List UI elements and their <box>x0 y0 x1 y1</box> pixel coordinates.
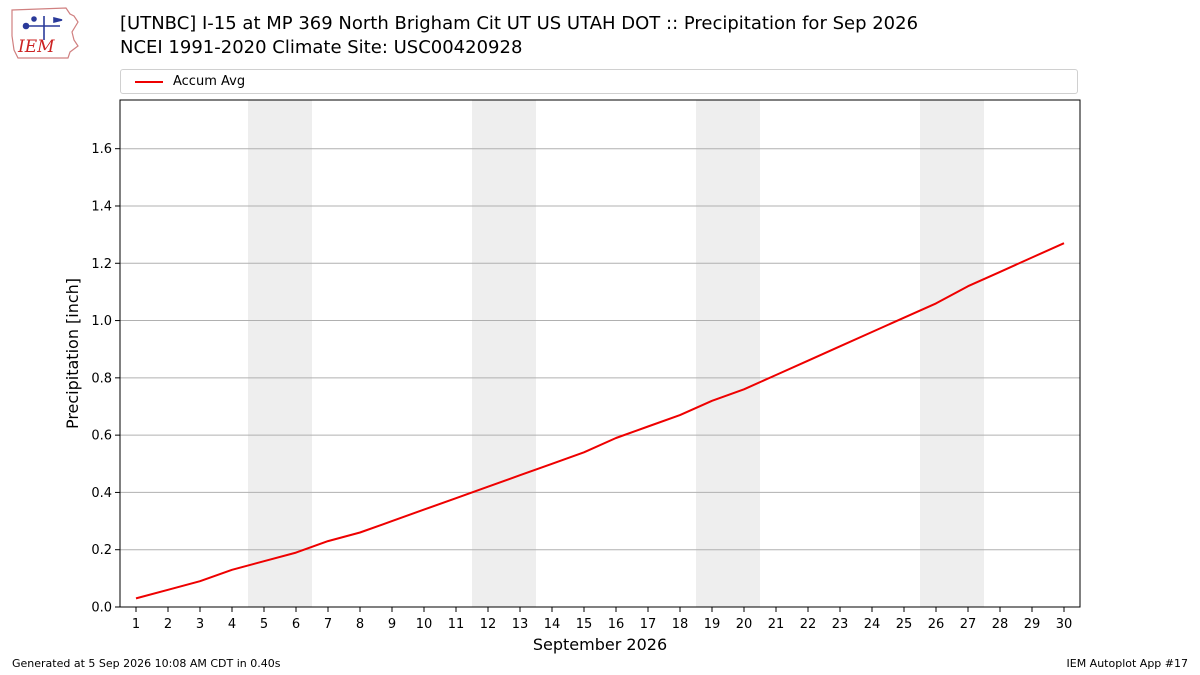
series-line-accum-avg <box>135 242 1065 600</box>
y-tick-label: 1.2 <box>91 257 112 272</box>
weekend-band-1 <box>248 100 312 607</box>
x-tick-label: 28 <box>992 617 1009 632</box>
x-tick-label: 25 <box>896 617 913 632</box>
iem-logo: IEM <box>11 7 79 59</box>
x-tick-label: 27 <box>960 617 977 632</box>
chart-title: [UTNBC] I-15 at MP 369 North Brigham Cit… <box>120 13 919 34</box>
legend-swatch-accum-avg <box>135 81 163 83</box>
series-layer <box>135 242 1065 600</box>
weekend-bands <box>248 100 984 607</box>
x-tick-label: 21 <box>768 617 785 632</box>
y-tick-label: 0.4 <box>91 486 112 501</box>
x-tick-label: 6 <box>292 617 300 632</box>
x-tick-label: 26 <box>928 617 945 632</box>
y-tick-label: 1.0 <box>91 314 112 329</box>
x-tick-label: 16 <box>608 617 625 632</box>
y-tick-label: 1.4 <box>91 199 112 214</box>
y-tick-label: 0.6 <box>91 429 112 444</box>
x-tick-label: 12 <box>480 617 497 632</box>
legend-label-accum-avg: Accum Avg <box>173 74 246 89</box>
x-tick-label: 7 <box>324 617 332 632</box>
x-tick-label: 1 <box>132 617 140 632</box>
x-tick-label: 14 <box>544 617 561 632</box>
weekend-band-4 <box>920 100 984 607</box>
x-axis: 1 2 3 4 5 6 7 8 9 10 11 12 13 14 15 16 17 18 19 20 21 22 23 24 2… <box>132 607 1072 632</box>
x-tick-label: 30 <box>1056 617 1073 632</box>
weekend-band-2 <box>472 100 536 607</box>
x-tick-label: 13 <box>512 617 529 632</box>
y-tick-label: 0.2 <box>91 543 112 558</box>
x-tick-label: 18 <box>672 617 689 632</box>
plot-frame <box>119 99 1081 608</box>
x-tick-label: 10 <box>416 617 433 632</box>
x-tick-label: 4 <box>228 617 236 632</box>
app-credit: IEM Autoplot App #17 <box>1066 657 1189 670</box>
x-tick-label: 11 <box>448 617 465 632</box>
x-tick-label: 29 <box>1024 617 1041 632</box>
x-tick-label: 22 <box>800 617 817 632</box>
y-tick-label: 1.6 <box>91 142 112 157</box>
x-tick-label: 17 <box>640 617 657 632</box>
y-gridlines <box>120 148 1080 551</box>
x-tick-label: 24 <box>864 617 881 632</box>
x-tick-label: 15 <box>576 617 593 632</box>
y-tick-label: 0.0 <box>91 601 112 616</box>
weekend-band-3 <box>696 100 760 607</box>
y-axis: 0.0 0.2 0.4 0.6 0.8 1.0 1.2 1.4 1.6 <box>91 142 120 616</box>
y-axis-label: Precipitation [inch] <box>63 278 82 429</box>
weather-station-icon <box>22 16 63 40</box>
x-tick-label: 23 <box>832 617 849 632</box>
generated-timestamp: Generated at 5 Sep 2026 10:08 AM CDT in … <box>12 657 281 670</box>
x-axis-label: September 2026 <box>533 635 667 654</box>
x-tick-label: 19 <box>704 617 721 632</box>
chart-subtitle: NCEI 1991-2020 Climate Site: USC00420928 <box>120 37 523 58</box>
x-tick-label: 2 <box>164 617 172 632</box>
y-tick-label: 0.8 <box>91 371 112 386</box>
legend: Accum Avg <box>120 69 1078 94</box>
x-tick-label: 9 <box>388 617 396 632</box>
logo-text: IEM <box>17 37 55 57</box>
x-tick-label: 8 <box>356 617 364 632</box>
x-tick-label: 20 <box>736 617 753 632</box>
x-tick-label: 5 <box>260 617 268 632</box>
x-tick-label: 3 <box>196 617 204 632</box>
